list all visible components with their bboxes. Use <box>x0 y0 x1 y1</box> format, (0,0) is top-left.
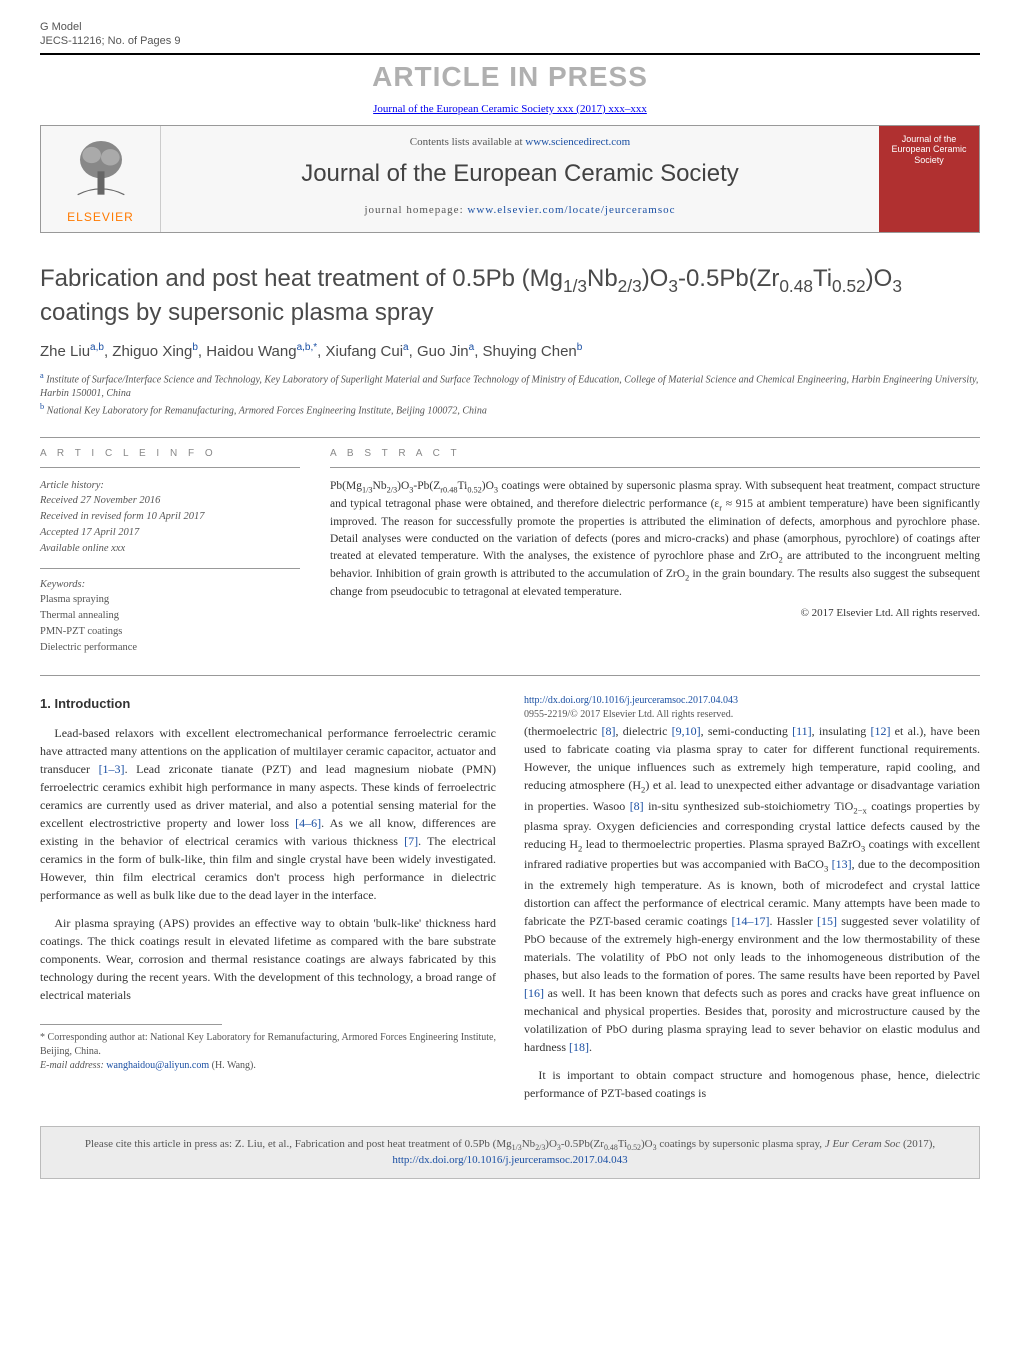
info-abstract-row: A R T I C L E I N F O Article history: R… <box>40 448 980 656</box>
contents-prefix: Contents lists available at <box>410 136 525 148</box>
journal-ref-line: Journal of the European Ceramic Society … <box>40 103 980 115</box>
journal-cover-thumb: Journal of the European Ceramic Society <box>879 126 979 232</box>
body-two-column: 1. Introduction Lead-based relaxors with… <box>40 694 980 1101</box>
history-label: Article history: <box>40 478 300 494</box>
article-info-col: A R T I C L E I N F O Article history: R… <box>40 448 300 656</box>
journal-name: Journal of the European Ceramic Society <box>169 160 871 188</box>
doi-link[interactable]: http://dx.doi.org/10.1016/j.jeurceramsoc… <box>524 695 738 706</box>
homepage-link[interactable]: www.elsevier.com/locate/jeurceramsoc <box>467 204 675 216</box>
cover-title: Journal of the European Ceramic Society <box>883 134 975 166</box>
model-code: JECS-11216; No. of Pages 9 <box>40 34 180 48</box>
footnotes-block: * Corresponding author at: National Key … <box>40 1031 496 1073</box>
issn-copyright: 0955-2219/© 2017 Elsevier Ltd. All right… <box>524 709 733 720</box>
doi-block: http://dx.doi.org/10.1016/j.jeurceramsoc… <box>524 694 980 722</box>
email-person: (H. Wang). <box>209 1060 256 1071</box>
article-title: Fabrication and post heat treatment of 0… <box>40 263 980 328</box>
body-para-col2: (thermoelectric [8], dielectric [9,10], … <box>524 722 980 1055</box>
rule-abstract <box>330 467 980 468</box>
history-line: Available online xxx <box>40 541 300 557</box>
footnote-separator <box>40 1024 222 1025</box>
elsevier-wordmark: ELSEVIER <box>67 210 134 224</box>
affiliation-a: a Institute of Surface/Interface Science… <box>40 370 980 401</box>
journal-header-box: ELSEVIER Contents lists available at www… <box>40 125 980 233</box>
rule-keywords <box>40 568 300 569</box>
authors-line: Zhe Liua,b, Zhiguo Xingb, Haidou Wanga,b… <box>40 342 980 360</box>
section-heading: 1. Introduction <box>40 694 496 714</box>
history-line: Received in revised form 10 April 2017 <box>40 509 300 525</box>
model-info: G Model JECS-11216; No. of Pages 9 <box>40 20 180 49</box>
abstract-label: A B S T R A C T <box>330 448 980 459</box>
email-line: E-mail address: wanghaidou@aliyun.com (H… <box>40 1059 496 1073</box>
email-label: E-mail address: <box>40 1060 106 1071</box>
rule-above-info <box>40 437 980 438</box>
rule-info <box>40 467 300 468</box>
history-line: Accepted 17 April 2017 <box>40 525 300 541</box>
keyword-item: Dielectric performance <box>40 640 300 656</box>
contents-available-line: Contents lists available at www.scienced… <box>169 136 871 148</box>
keywords-list: Plasma spraying Thermal annealing PMN-PZ… <box>40 592 300 655</box>
abstract-copyright: © 2017 Elsevier Ltd. All rights reserved… <box>330 607 980 619</box>
publisher-block: ELSEVIER <box>41 126 161 232</box>
keywords-label: Keywords: <box>40 579 300 590</box>
body-para-col2: It is important to obtain compact struct… <box>524 1066 980 1102</box>
abstract-col: A B S T R A C T Pb(Mg1/3Nb2/3)O3-Pb(Zr0.… <box>330 448 980 656</box>
corresponding-author-note: * Corresponding author at: National Key … <box>40 1031 496 1059</box>
journal-ref-link[interactable]: Journal of the European Ceramic Society … <box>373 103 647 115</box>
affiliations-block: a Institute of Surface/Interface Science… <box>40 370 980 419</box>
homepage-line: journal homepage: www.elsevier.com/locat… <box>169 204 871 216</box>
keyword-item: PMN-PZT coatings <box>40 624 300 640</box>
elsevier-tree-icon <box>66 134 136 204</box>
article-info-label: A R T I C L E I N F O <box>40 448 300 459</box>
sciencedirect-link[interactable]: www.sciencedirect.com <box>525 136 630 148</box>
article-history: Article history: Received 27 November 20… <box>40 478 300 557</box>
history-line: Received 27 November 2016 <box>40 493 300 509</box>
keyword-item: Plasma spraying <box>40 592 300 608</box>
model-label: G Model <box>40 20 180 34</box>
body-para: Air plasma spraying (APS) provides an ef… <box>40 914 496 1004</box>
header-center: Contents lists available at www.scienced… <box>161 126 879 232</box>
top-meta-bar: G Model JECS-11216; No. of Pages 9 <box>40 20 980 55</box>
cite-box: Please cite this article in press as: Z.… <box>40 1126 980 1180</box>
rule-below-abstract <box>40 675 980 676</box>
abstract-text: Pb(Mg1/3Nb2/3)O3-Pb(Zr0.48Ti0.52)O3 coat… <box>330 478 980 601</box>
email-link[interactable]: wanghaidou@aliyun.com <box>106 1060 209 1071</box>
keyword-item: Thermal annealing <box>40 608 300 624</box>
homepage-prefix: journal homepage: <box>364 204 467 216</box>
affiliation-b: b National Key Laboratory for Remanufact… <box>40 401 980 418</box>
body-para: Lead-based relaxors with excellent elect… <box>40 724 496 904</box>
press-banner: ARTICLE IN PRESS <box>40 61 980 93</box>
